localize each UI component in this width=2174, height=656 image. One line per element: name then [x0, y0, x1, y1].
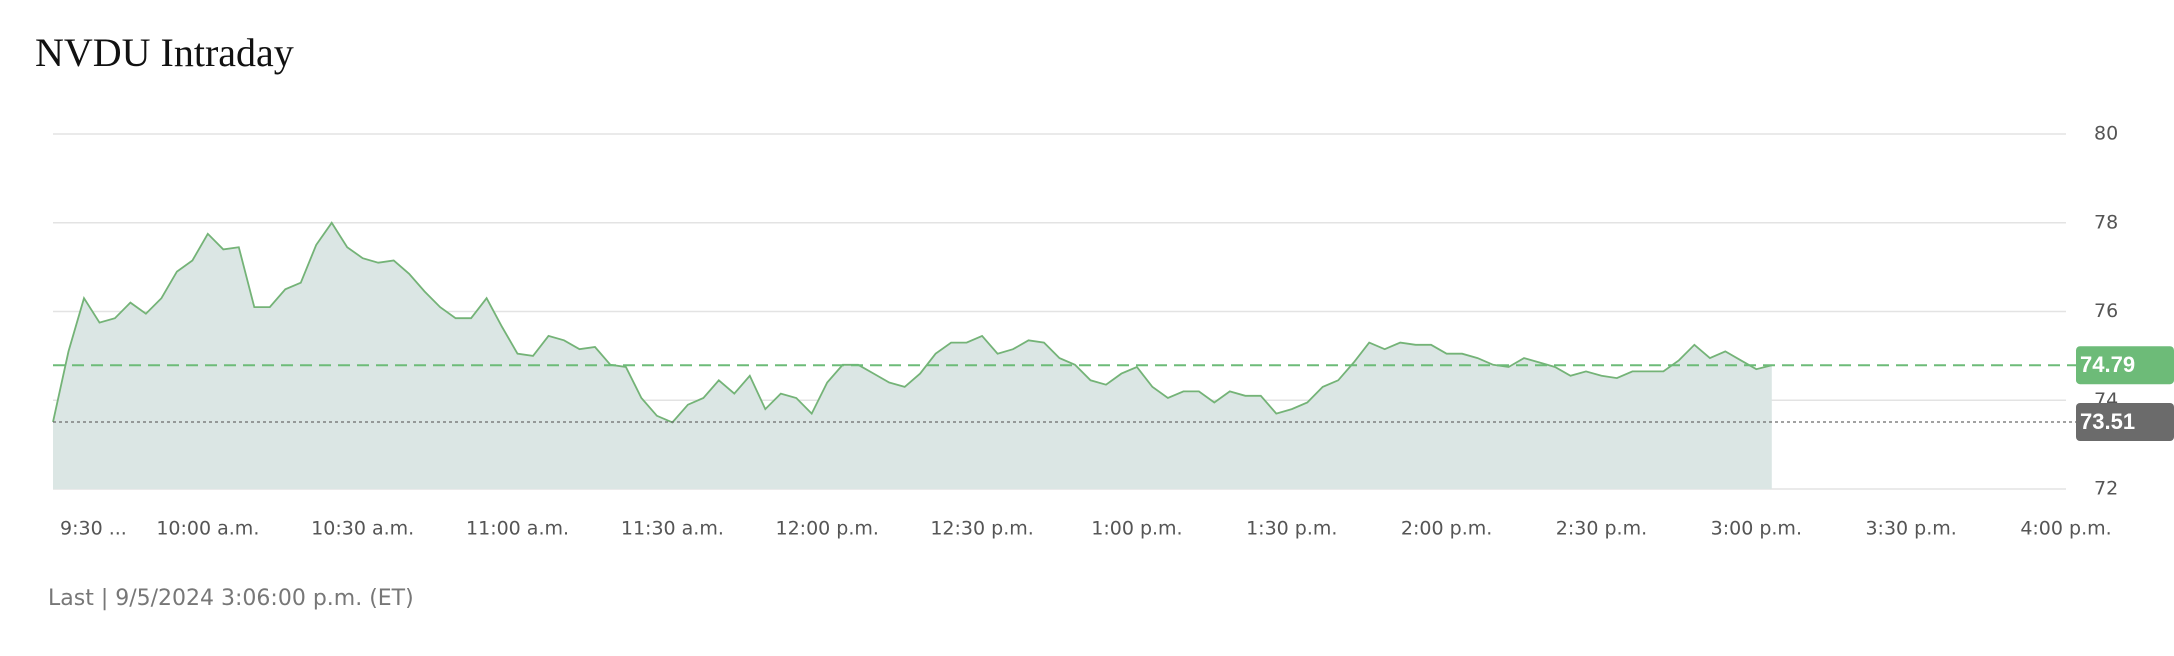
price-badge-label: 73.51: [2080, 409, 2135, 434]
y-tick-label: 78: [2094, 211, 2118, 233]
x-tick-label: 2:30 p.m.: [1556, 518, 1647, 540]
x-tick-label: 2:00 p.m.: [1401, 518, 1492, 540]
footer: Last | 9/5/2024 3:06:00 p.m. (ET): [48, 586, 414, 611]
y-tick-label: 76: [2094, 300, 2118, 322]
y-tick-label: 80: [2094, 123, 2118, 145]
y-tick-label: 72: [2094, 478, 2118, 500]
x-tick-label: 10:30 a.m.: [311, 518, 414, 540]
chart-title: NVDU Intraday: [35, 30, 294, 75]
x-tick-label: 4:00 p.m.: [2020, 518, 2111, 540]
x-tick-label: 3:00 p.m.: [1711, 518, 1802, 540]
x-tick-label: 1:00 p.m.: [1091, 518, 1182, 540]
x-tick-label: 11:00 a.m.: [466, 518, 569, 540]
price-badge: [2076, 346, 2174, 385]
x-tick-label: 12:00 p.m.: [776, 518, 879, 540]
x-tick-label: 9:30 ...: [60, 518, 127, 540]
x-tick-label: 11:30 a.m.: [621, 518, 724, 540]
x-tick-label: 10:00 a.m.: [156, 518, 259, 540]
x-tick-label: 3:30 p.m.: [1865, 518, 1956, 540]
x-tick-label: 1:30 p.m.: [1246, 518, 1337, 540]
line: [52, 221, 1773, 424]
area: [53, 222, 1772, 490]
price-badge: [2076, 402, 2174, 441]
price-badge-label: 74.79: [2080, 352, 2135, 377]
x-tick-label: 12:30 p.m.: [930, 518, 1033, 540]
